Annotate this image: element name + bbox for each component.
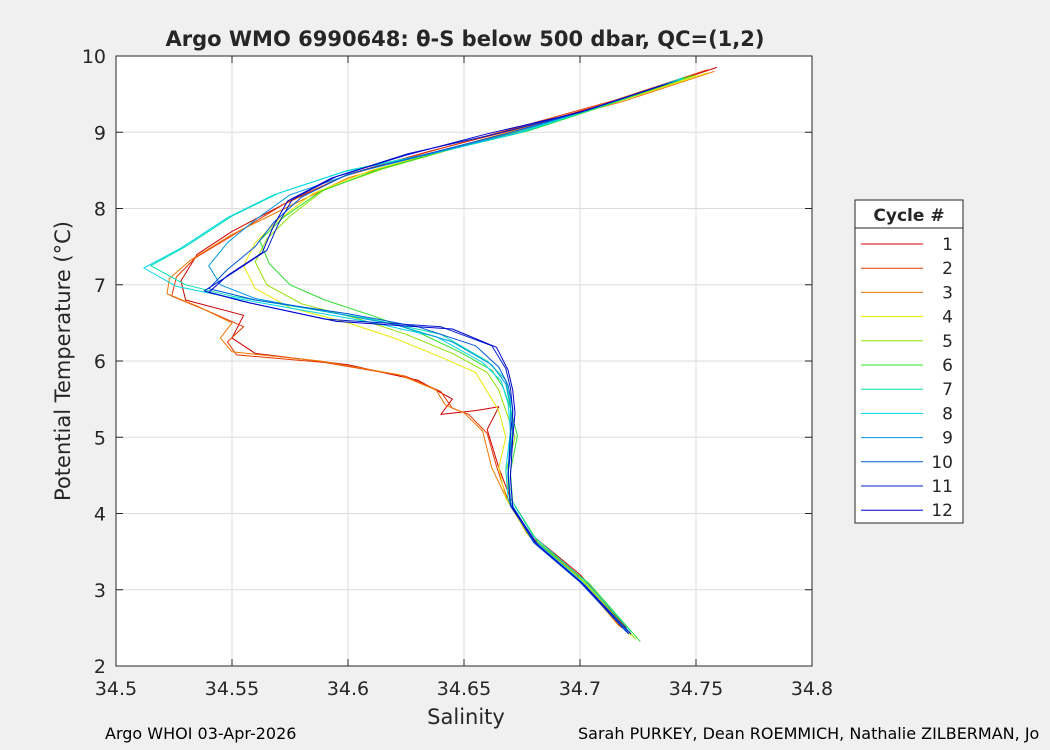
legend-entry-label: 2: [942, 259, 953, 279]
chart-title: Argo WMO 6990648: θ-S below 500 dbar, QC…: [166, 27, 765, 51]
y-tick-label: 7: [94, 275, 106, 297]
legend-entry-label: 11: [931, 477, 953, 497]
x-tick-label: 34.65: [437, 678, 491, 700]
x-tick-label: 34.55: [205, 678, 259, 700]
legend-title: Cycle #: [873, 206, 944, 226]
y-tick-label: 5: [94, 427, 106, 449]
y-axis-label: Potential Temperature (°C): [51, 221, 75, 501]
x-tick-label: 34.7: [559, 678, 601, 700]
y-tick-label: 6: [94, 351, 106, 373]
y-tick-label: 10: [82, 46, 106, 68]
axis-ticks: 34.5 34.55 34.6 34.65 34.7 34.75 34.8 2 3 4 5 6 7 8 9 1…: [82, 46, 833, 700]
legend-entry-label: 12: [931, 501, 953, 521]
legend-entry-label: 9: [942, 429, 953, 449]
x-tick-label: 34.6: [327, 678, 369, 700]
legend-entry-label: 10: [931, 453, 953, 473]
legend-entry-label: 3: [942, 283, 953, 303]
x-tick-label: 34.5: [95, 678, 137, 700]
series-line-cycle-3: [166, 70, 715, 627]
legend-entry-label: 5: [942, 332, 953, 352]
x-tick-label: 34.8: [791, 678, 833, 700]
series-line-cycle-8: [143, 78, 683, 633]
legend-entry-label: 8: [942, 404, 953, 424]
legend-entry-label: 7: [942, 380, 953, 400]
y-tick-label: 2: [94, 656, 106, 678]
y-tick-label: 4: [94, 504, 106, 526]
legend-entry-label: 1: [942, 235, 953, 255]
legend-box: [854, 199, 964, 524]
y-tick-label: 3: [94, 580, 106, 602]
legend-entry-label: 4: [942, 308, 953, 328]
series-line-cycle-12: [208, 84, 664, 635]
series-line-cycle-4: [243, 72, 708, 636]
footer-credit-left: Argo WHOI 03-Apr-2026: [105, 724, 297, 743]
legend-entry-label: 6: [942, 356, 953, 376]
y-tick-label: 9: [94, 122, 106, 144]
footer-credit-right: Sarah PURKEY, Dean ROEMMICH, Nathalie ZI…: [578, 724, 1040, 743]
x-tick-label: 34.75: [669, 678, 723, 700]
x-axis-label: Salinity: [427, 705, 505, 729]
series-group: [143, 66, 718, 642]
y-tick-label: 8: [94, 199, 106, 221]
